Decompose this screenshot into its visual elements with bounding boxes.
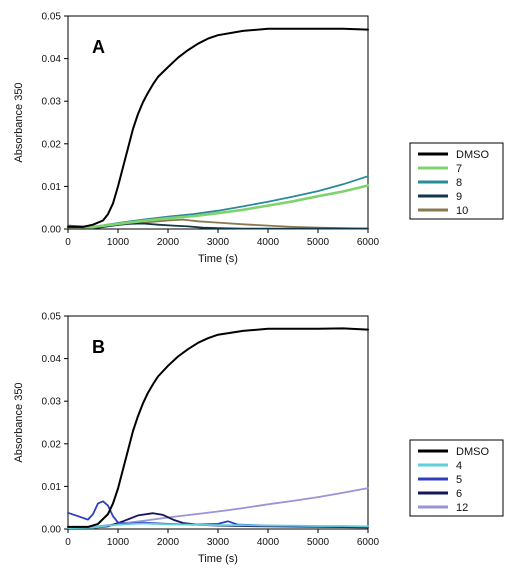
x-tick-label: 2000	[157, 237, 180, 248]
series-line-7	[66, 184, 370, 229]
x-tick-label: 4000	[257, 237, 280, 248]
legend-label: 10	[456, 205, 468, 217]
x-tick-label: 0	[65, 237, 71, 248]
x-tick-label: 6000	[357, 237, 380, 248]
y-axis-label: Absorbance 350	[13, 82, 25, 162]
x-tick-label: 4000	[257, 537, 280, 548]
y-tick-label: 0.01	[42, 482, 62, 493]
y-axis-label: Absorbance 350	[13, 382, 25, 462]
legend-label: 9	[456, 191, 462, 203]
y-tick-label: 0.05	[42, 312, 62, 323]
series-line-4	[67, 522, 369, 529]
x-tick-label: 3000	[207, 237, 230, 248]
series-lines	[67, 327, 369, 529]
x-tick-label: 1000	[107, 537, 130, 548]
legend: DMSO 4 5 6 12	[409, 439, 504, 517]
x-axis-label: Time (s)	[198, 253, 238, 265]
x-axis-label: Time (s)	[198, 553, 238, 565]
legend-label: 7	[456, 163, 462, 175]
panel-label: A	[92, 37, 105, 57]
y-tick-label: 0.00	[42, 525, 62, 536]
series-line-12	[67, 487, 369, 529]
x-tick-label: 3000	[207, 537, 230, 548]
y-tick-label: 0.04	[42, 54, 62, 65]
legend-label: 12	[456, 502, 468, 514]
x-tick-label: 2000	[157, 537, 180, 548]
y-tick-label: 0.04	[42, 354, 62, 365]
y-tick-label: 0.02	[42, 139, 62, 150]
legend: DMSO 7 8 9 10	[409, 142, 504, 220]
legend-label: 6	[456, 488, 462, 500]
x-tick-label: 0	[65, 537, 71, 548]
x-tick-label: 5000	[307, 237, 330, 248]
y-tick-label: 0.05	[42, 12, 62, 23]
chart-panel-b: 0 1000 2000 3000 4000 5000 6000 0.00 0.01 0.02 0.0…	[13, 312, 504, 565]
x-tick-label: 1000	[107, 237, 130, 248]
legend-label: 8	[456, 177, 462, 189]
legend-box	[409, 439, 504, 517]
chart-panel-a: 0 1000 2000 3000 4000 5000 6000 0.00 0.01 0.02 0.0…	[13, 12, 504, 265]
y-tick-label: 0.01	[42, 182, 62, 193]
y-tick-label: 0.03	[42, 397, 62, 408]
series-line-dmso	[67, 27, 369, 228]
y-tick-label: 0.03	[42, 97, 62, 108]
y-tick-label: 0.02	[42, 439, 62, 450]
series-lines	[66, 27, 370, 230]
panel-label: B	[92, 337, 105, 357]
legend-label: DMSO	[456, 149, 489, 161]
x-tick-label: 5000	[307, 537, 330, 548]
series-line-dmso	[67, 327, 369, 528]
legend-label: 5	[456, 474, 462, 486]
y-tick-label: 0.00	[42, 225, 62, 236]
plot-frame	[67, 15, 369, 230]
legend-label: DMSO	[456, 446, 489, 458]
legend-label: 4	[456, 460, 462, 472]
x-tick-label: 6000	[357, 537, 380, 548]
